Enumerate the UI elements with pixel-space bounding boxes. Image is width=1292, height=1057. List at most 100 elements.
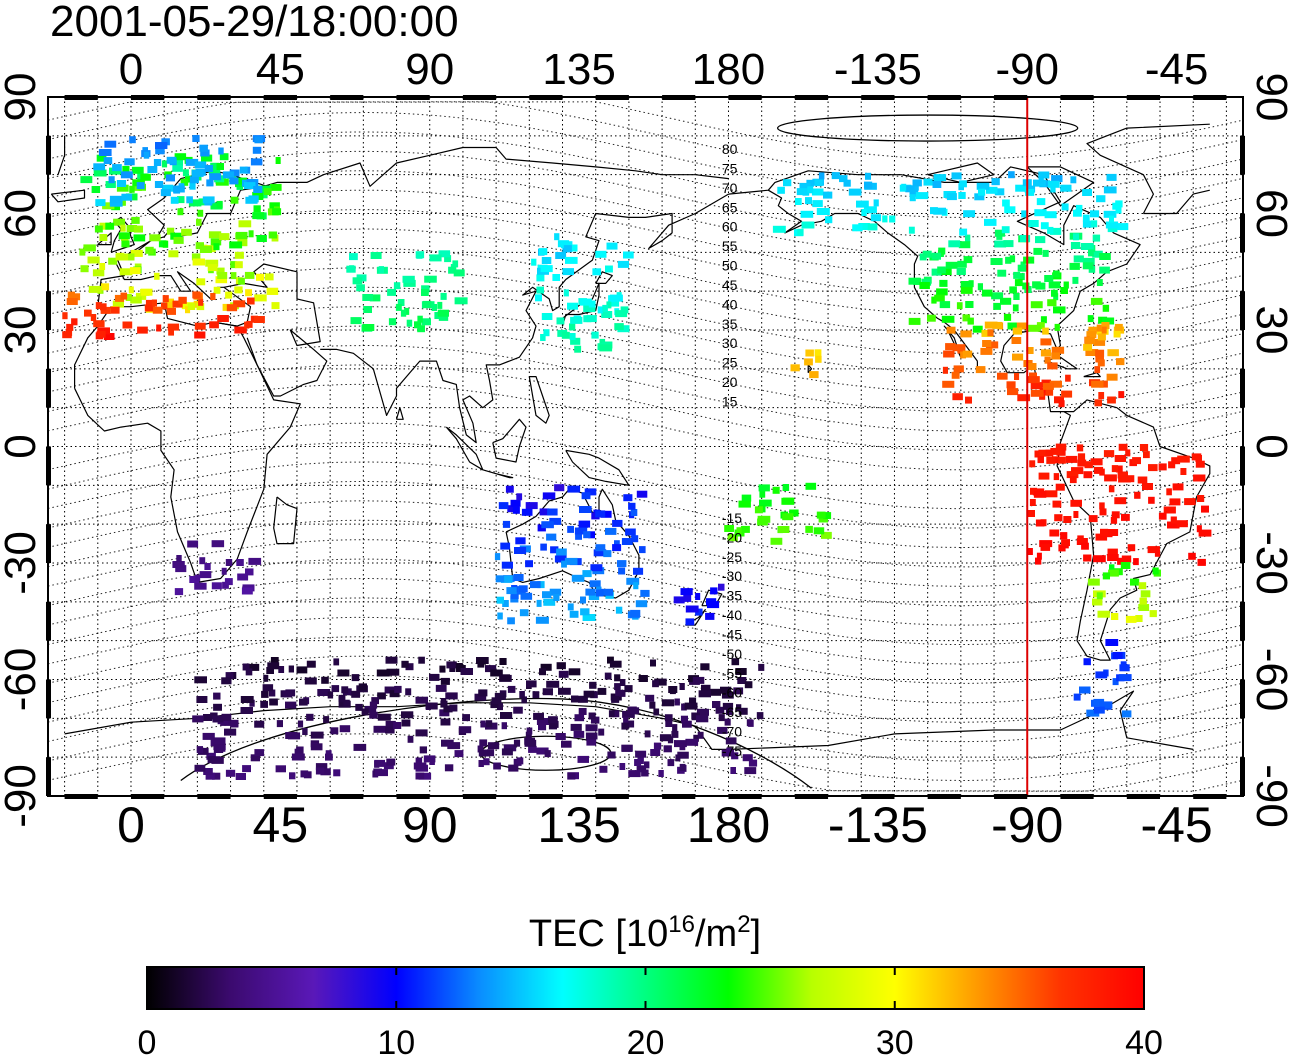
tec-cell (424, 275, 437, 283)
tec-cell (972, 325, 983, 333)
tec-cell (388, 318, 397, 326)
tec-cell (100, 303, 107, 311)
tec-cell (172, 300, 183, 308)
tec-cell (994, 229, 1006, 237)
tec-cell (1111, 465, 1119, 473)
tec-cell (1039, 540, 1053, 548)
tec-cell (588, 531, 595, 539)
tec-cell (371, 697, 379, 705)
tec-cell (211, 756, 224, 764)
tec-cell (659, 734, 672, 742)
tec-cell (166, 307, 176, 315)
tec-cell (1014, 373, 1020, 380)
tec-cell (700, 663, 710, 671)
tec-cell (153, 159, 162, 166)
tec-cell (406, 319, 413, 327)
contour-label: 65 (722, 199, 738, 215)
tec-cell (289, 772, 296, 780)
tec-cell (1015, 184, 1027, 192)
tec-cell (931, 268, 942, 276)
tec-cell (1114, 455, 1126, 462)
frame-segment (197, 95, 231, 100)
tec-cell (680, 588, 693, 596)
tec-cell (84, 309, 92, 317)
tec-cell (87, 256, 100, 264)
tec-cell (1028, 324, 1041, 332)
tec-cell (981, 329, 994, 337)
tec-cell (1112, 652, 1123, 659)
tec-cell (487, 749, 495, 757)
tec-cell (208, 231, 222, 239)
tec-cell (1148, 496, 1155, 504)
contour-line (48, 636, 1243, 723)
tec-cell (1116, 358, 1125, 366)
tec-cell (1095, 533, 1108, 541)
tec-cell (693, 734, 699, 742)
tec-cell (585, 724, 598, 732)
tec-cell (633, 567, 644, 575)
tec-cell (856, 200, 869, 208)
tec-cell (109, 199, 123, 207)
tec-cell (790, 364, 800, 372)
tec-cell (848, 188, 862, 196)
tec-cell (526, 727, 533, 735)
tec-cell (234, 261, 243, 269)
tec-cell (1083, 343, 1093, 351)
tec-cell (991, 178, 1000, 186)
tec-cell (253, 186, 263, 193)
tec-cell (1169, 498, 1181, 506)
frame-segment (662, 95, 696, 100)
tec-cell (789, 509, 799, 517)
frame-segment (1240, 446, 1245, 486)
tec-cell (168, 250, 179, 258)
tec-cell (1013, 293, 1020, 300)
tec-cell (496, 596, 504, 604)
tec-cell (1099, 508, 1107, 516)
contour-label: -50 (722, 646, 742, 662)
tec-cell (264, 273, 274, 281)
tec-cell (92, 269, 105, 277)
tec-cell (260, 700, 268, 708)
tec-cell (759, 490, 766, 498)
bottom-longitude-axis: 0 45 90 135 180 -135 -90 -45 (117, 797, 1213, 853)
tec-cell (120, 171, 133, 179)
tec-cell (601, 311, 613, 318)
frame-segment (1240, 213, 1245, 253)
tec-cell (230, 261, 237, 269)
tec-cell (278, 666, 285, 673)
tec-cell (685, 618, 695, 626)
tec-cell (416, 251, 423, 259)
tec-cell (977, 283, 983, 291)
tec-cell (710, 688, 721, 696)
frame-segment (46, 291, 51, 330)
tec-cell (731, 658, 740, 666)
tec-cell (449, 704, 458, 712)
tec-cell (555, 733, 566, 740)
tec-cell (421, 289, 429, 296)
tec-cell (165, 174, 175, 182)
tec-cell (960, 330, 972, 338)
tec-cell (120, 224, 126, 232)
tec-cell (1006, 381, 1016, 389)
tec-cell (1061, 539, 1070, 547)
tec-cell (415, 729, 428, 737)
contour-label: -65 (722, 704, 742, 720)
tec-cell (537, 581, 545, 589)
tec-cell (1007, 322, 1020, 330)
tec-cell (497, 703, 503, 711)
tec-cell (933, 207, 946, 215)
left-latitude-label: -90 (0, 764, 45, 828)
tec-cell (538, 723, 547, 731)
tec-cell (1087, 315, 1094, 323)
tec-cell (717, 726, 728, 734)
tec-cell (671, 730, 679, 738)
tec-cell (963, 256, 973, 264)
tec-cell (1103, 210, 1117, 218)
tec-cell (374, 760, 380, 768)
tec-cell (718, 583, 725, 591)
tec-cell (1063, 516, 1072, 523)
tec-cell (1077, 535, 1084, 543)
tec-cell (957, 260, 967, 268)
tec-cell (667, 759, 675, 767)
tec-cell (1099, 701, 1113, 709)
